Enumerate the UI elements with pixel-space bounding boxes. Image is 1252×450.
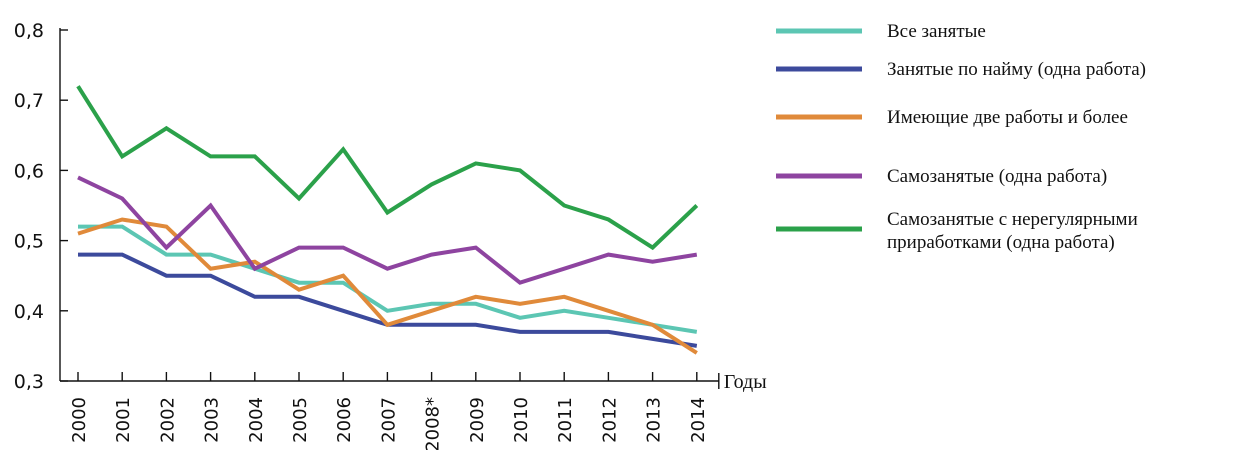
- x-tick-label: 2002: [157, 397, 178, 443]
- x-tick-label: 2011: [555, 397, 576, 443]
- x-tick-label: 2008*: [423, 397, 444, 450]
- x-tick-label: 2013: [644, 397, 665, 443]
- x-tick-label: 2004: [246, 397, 267, 443]
- series-line-5: [76, 85, 699, 251]
- y-tick-label: 0,4: [14, 301, 44, 323]
- x-tick-label: 2001: [113, 397, 134, 443]
- legend: Все занятые Занятые по найму (одна работа…: [776, 21, 1146, 253]
- x-axis-title: Годы: [724, 371, 767, 393]
- legend-label: Самозанятые (одна работа): [887, 166, 1107, 187]
- y-tick-label: 0,6: [14, 160, 44, 182]
- x-tick-label: 2007: [378, 397, 399, 443]
- series-line-4: [77, 175, 698, 285]
- x-tick-label: 2009: [467, 397, 488, 443]
- y-tick-label: 0,8: [14, 20, 44, 42]
- x-tick-label: 2006: [334, 397, 355, 443]
- y-tick-label: 0,7: [14, 90, 44, 112]
- x-tick-label: 2005: [290, 397, 311, 443]
- legend-label: Имеющие две работы и более: [887, 107, 1128, 128]
- y-tick-label: 0,5: [14, 231, 44, 253]
- series-line-3: [77, 217, 698, 355]
- x-tick-label: 2000: [69, 397, 90, 443]
- x-tick-label: 2012: [599, 397, 620, 443]
- x-tick-label: 2014: [688, 397, 709, 443]
- x-tick-label: 2003: [202, 397, 223, 443]
- series-lines: [76, 85, 699, 355]
- legend-label: Все занятые: [887, 21, 986, 42]
- x-tick-label: 2010: [511, 397, 532, 443]
- series-line-1: [78, 224, 698, 334]
- legend-label: Самозанятые с нерегулярными приработками …: [887, 209, 1138, 253]
- legend-label: Занятые по найму (одна работа): [887, 59, 1146, 80]
- axes: 0,3 0,4 0,5 0,6 0,7 0,8 2000 2001 2002 2003 2004 20…: [14, 20, 767, 450]
- y-tick-label: 0,3: [14, 371, 44, 393]
